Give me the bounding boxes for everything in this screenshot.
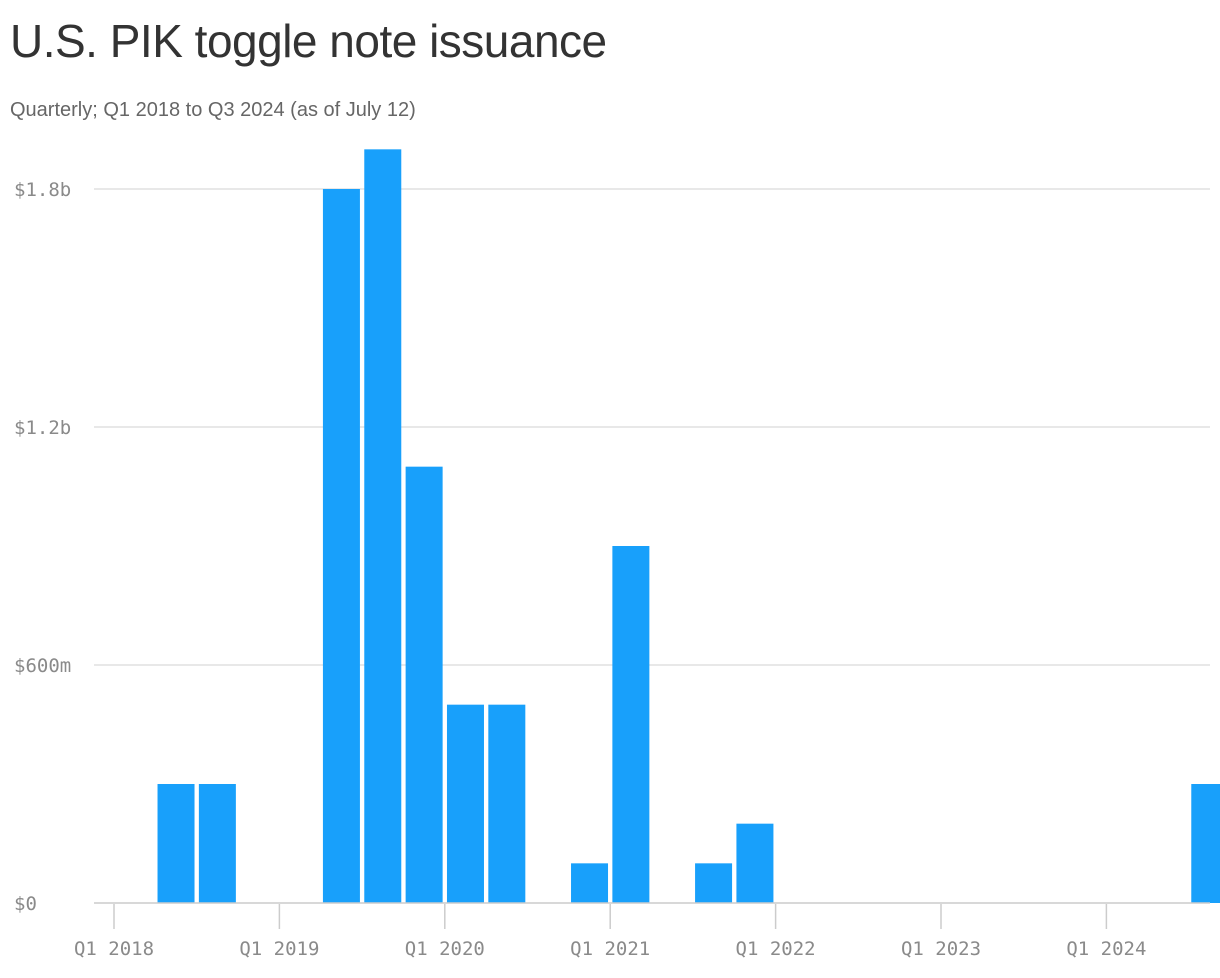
y-tick-label: $1.2b xyxy=(14,417,71,439)
x-tick-label: Q1 2019 xyxy=(239,938,319,960)
bar xyxy=(695,863,733,903)
x-tick-label: Q1 2022 xyxy=(736,938,816,960)
bar xyxy=(198,784,236,903)
x-tick-label: Q1 2021 xyxy=(570,938,650,960)
y-tick-label: $0 xyxy=(14,893,37,915)
chart-title: U.S. PIK toggle note issuance xyxy=(10,15,607,67)
bar xyxy=(488,704,526,903)
x-tick-label: Q1 2020 xyxy=(405,938,485,960)
bar xyxy=(736,823,774,903)
bar xyxy=(446,704,484,903)
bar xyxy=(322,189,360,903)
bar xyxy=(571,863,609,903)
bar xyxy=(612,546,650,903)
x-tick-label: Q1 2018 xyxy=(74,938,154,960)
x-axis xyxy=(94,902,1210,929)
bar xyxy=(364,149,402,904)
chart-subtitle: Quarterly; Q1 2018 to Q3 2024 (as of Jul… xyxy=(10,99,416,121)
bar xyxy=(157,784,195,903)
y-tick-label: $600m xyxy=(14,655,71,677)
y-tick-label: $1.8b xyxy=(14,179,71,201)
bars xyxy=(157,149,1220,904)
x-axis-labels: Q1 2018 Q1 2019 Q1 2020 Q1 2021 Q1 2022 Q1 20… xyxy=(74,938,1146,960)
gridlines xyxy=(94,188,1210,666)
y-axis-labels: $0 $600m $1.2b $1.8b xyxy=(14,179,71,915)
x-tick-label: Q1 2024 xyxy=(1066,938,1146,960)
bar xyxy=(405,466,443,903)
x-tick-label: Q1 2023 xyxy=(901,938,981,960)
bar xyxy=(1191,784,1220,903)
